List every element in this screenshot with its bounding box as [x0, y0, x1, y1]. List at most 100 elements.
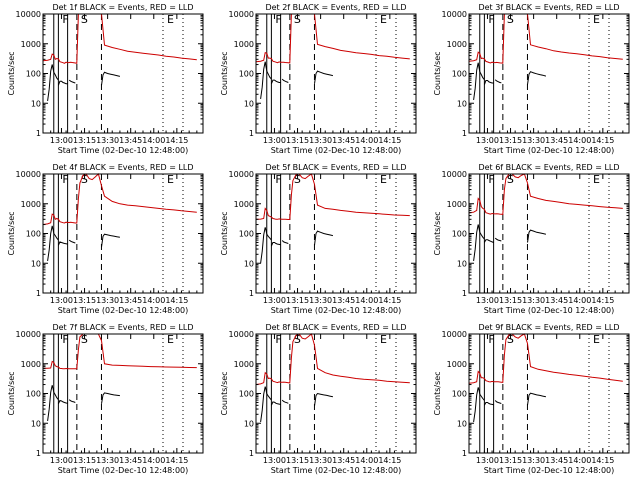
events-series-line — [270, 401, 281, 406]
events-series-line — [47, 225, 59, 261]
y-tick-label: 100 — [239, 390, 254, 399]
events-series-line — [270, 242, 281, 247]
period-marker-e: E — [593, 13, 600, 26]
period-marker-s: S — [507, 173, 514, 186]
events-series-line — [68, 399, 76, 403]
y-tick-label: 100 — [239, 70, 254, 79]
events-series-line — [483, 239, 494, 243]
events-series-line — [57, 241, 68, 246]
panel-title: Det 8f BLACK = Events, RED = LLD — [265, 323, 406, 332]
x-axis-title: Start Time (02-Dec-10 12:48:00) — [484, 466, 615, 475]
y-tick-label: 1000 — [234, 360, 254, 369]
x-tick-label: 13:15 — [499, 136, 522, 145]
events-series-line — [260, 61, 272, 99]
x-tick-label: 14:15 — [165, 136, 188, 145]
x-tick-label: 14:00 — [142, 456, 165, 465]
period-marker-f: F — [275, 13, 281, 26]
y-tick-label: 10 — [31, 259, 41, 268]
x-tick-label: 13:30 — [522, 296, 545, 305]
plot-frame — [42, 13, 204, 134]
y-axis-title: Counts/sec — [7, 371, 16, 415]
lld-series-line — [42, 333, 197, 370]
y-tick-label: 1 — [462, 129, 467, 138]
period-marker-e: E — [380, 13, 387, 26]
period-marker-f: F — [62, 13, 68, 26]
period-marker-f: F — [275, 173, 281, 186]
y-axis-title: Counts/sec — [433, 371, 442, 415]
lld-series-line — [255, 333, 410, 385]
y-tick-label: 100 — [452, 70, 467, 79]
x-tick-label: 13:45 — [545, 136, 568, 145]
x-tick-label: 13:45 — [332, 456, 355, 465]
y-tick-label: 10000 — [442, 330, 467, 339]
events-series-line — [494, 400, 502, 404]
x-tick-label: 13:45 — [119, 136, 142, 145]
x-tick-label: 13:45 — [332, 296, 355, 305]
y-tick-label: 100 — [26, 390, 41, 399]
events-series-line — [314, 392, 333, 407]
period-marker-e: E — [167, 173, 174, 186]
events-series-line — [68, 79, 76, 84]
y-tick-label: 1 — [36, 289, 41, 298]
x-tick-label: 13:30 — [96, 136, 119, 145]
y-tick-label: 1000 — [234, 200, 254, 209]
events-series-line — [101, 71, 121, 86]
lld-series-line — [42, 173, 197, 225]
y-axis-title: Counts/sec — [433, 211, 442, 255]
x-tick-label: 13:15 — [499, 456, 522, 465]
plot-frame — [42, 173, 204, 294]
y-tick-label: 10000 — [442, 10, 467, 19]
x-tick-label: 13:15 — [73, 296, 96, 305]
panel-title: Det 9f BLACK = Events, RED = LLD — [478, 323, 619, 332]
period-marker-e: E — [380, 173, 387, 186]
y-tick-label: 100 — [452, 390, 467, 399]
events-series-line — [47, 385, 59, 421]
plot-frame — [468, 173, 630, 294]
x-tick-label: 14:15 — [378, 456, 401, 465]
panel-title: Det 7f BLACK = Events, RED = LLD — [52, 323, 193, 332]
x-axis-title: Start Time (02-Dec-10 12:48:00) — [271, 146, 402, 155]
y-tick-label: 10000 — [442, 170, 467, 179]
period-marker-s: S — [294, 173, 301, 186]
events-series-line — [494, 237, 502, 242]
x-axis-title: Start Time (02-Dec-10 12:48:00) — [271, 466, 402, 475]
events-series-line — [101, 233, 120, 248]
period-marker-s: S — [294, 13, 301, 26]
events-series-line — [314, 70, 334, 84]
y-tick-label: 10000 — [16, 330, 41, 339]
events-series-line — [47, 64, 59, 101]
events-series-line — [57, 399, 68, 405]
x-tick-label: 14:00 — [355, 296, 378, 305]
x-tick-label: 13:00 — [476, 456, 499, 465]
x-tick-label: 13:45 — [332, 136, 355, 145]
x-axis-title: Start Time (02-Dec-10 12:48:00) — [484, 146, 615, 155]
x-tick-label: 13:00 — [263, 296, 286, 305]
x-tick-label: 13:15 — [499, 296, 522, 305]
period-marker-s: S — [507, 333, 514, 346]
x-tick-label: 14:15 — [591, 296, 614, 305]
y-axis-title: Counts/sec — [220, 51, 229, 95]
period-marker-s: S — [81, 13, 88, 26]
plot-frame — [468, 13, 630, 134]
y-tick-label: 1 — [249, 449, 254, 458]
x-axis-title: Start Time (02-Dec-10 12:48:00) — [58, 306, 189, 315]
panel-title: Det 5f BLACK = Events, RED = LLD — [265, 163, 406, 172]
y-tick-label: 1000 — [21, 200, 41, 209]
events-series-line — [494, 79, 502, 84]
panel-title: Det 1f BLACK = Events, RED = LLD — [52, 3, 193, 12]
x-tick-label: 14:15 — [591, 456, 614, 465]
period-marker-e: E — [380, 333, 387, 346]
x-tick-label: 14:00 — [355, 136, 378, 145]
y-tick-label: 10 — [244, 419, 254, 428]
y-tick-label: 100 — [26, 70, 41, 79]
period-marker-f: F — [275, 333, 281, 346]
y-tick-label: 1000 — [21, 40, 41, 49]
x-tick-label: 14:15 — [591, 136, 614, 145]
